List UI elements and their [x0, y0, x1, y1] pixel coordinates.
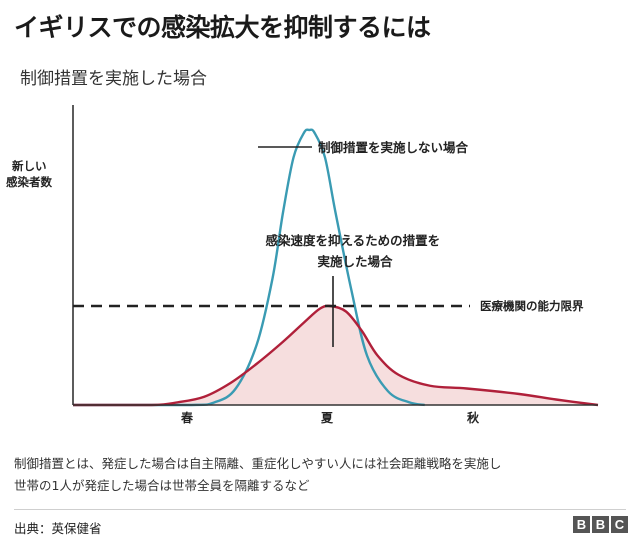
- y-axis-label-line-2: 感染者数: [6, 175, 52, 189]
- chart-title: イギリスでの感染拡大を抑制するには: [14, 13, 431, 42]
- y-axis-label: 新しい 感染者数: [6, 159, 52, 189]
- chart-subtitle: 制御措置を実施した場合: [20, 69, 207, 89]
- mitigated-annotation: 感染速度を抑えるための措置を 実施した場合: [266, 233, 445, 269]
- mitigated-curve-area: [73, 305, 598, 405]
- bbc-logo: B B C: [573, 516, 628, 533]
- bbc-logo-letter: B: [592, 516, 609, 533]
- x-tick-label-autumn: 秋: [467, 410, 480, 425]
- footnote-line-2: 世帯の1人が発症した場合は世帯全員を隔離するなど: [14, 478, 310, 493]
- x-tick-label-summer: 夏: [321, 411, 334, 425]
- mitigated-annotation-line-2: 実施した場合: [317, 254, 393, 269]
- bbc-logo-letter: B: [573, 516, 590, 533]
- footnote-line-1: 制御措置とは、発症した場合は自主隔離、重症化しやすい人には社会距離戦略を実施し: [14, 456, 502, 471]
- unmitigated-annotation: 制御措置を実施しない場合: [318, 140, 469, 155]
- y-axis-label-line-1: 新しい: [12, 159, 47, 173]
- healthcare-capacity-label: 医療機関の能力限界: [480, 299, 584, 313]
- x-tick-label-spring: 春: [180, 410, 194, 425]
- source-credit: 出典：英保健省: [14, 521, 102, 536]
- footer-divider: [14, 509, 626, 510]
- infection-curve-chart: 医療機関の能力限界 新しい 感染者数 春 夏 秋 制御措置を実施しない場合 感染…: [6, 105, 599, 425]
- mitigated-annotation-line-1: 感染速度を抑えるための措置を: [266, 233, 441, 248]
- unmitigated-curve-line: [73, 128, 425, 407]
- bbc-logo-letter: C: [611, 516, 628, 533]
